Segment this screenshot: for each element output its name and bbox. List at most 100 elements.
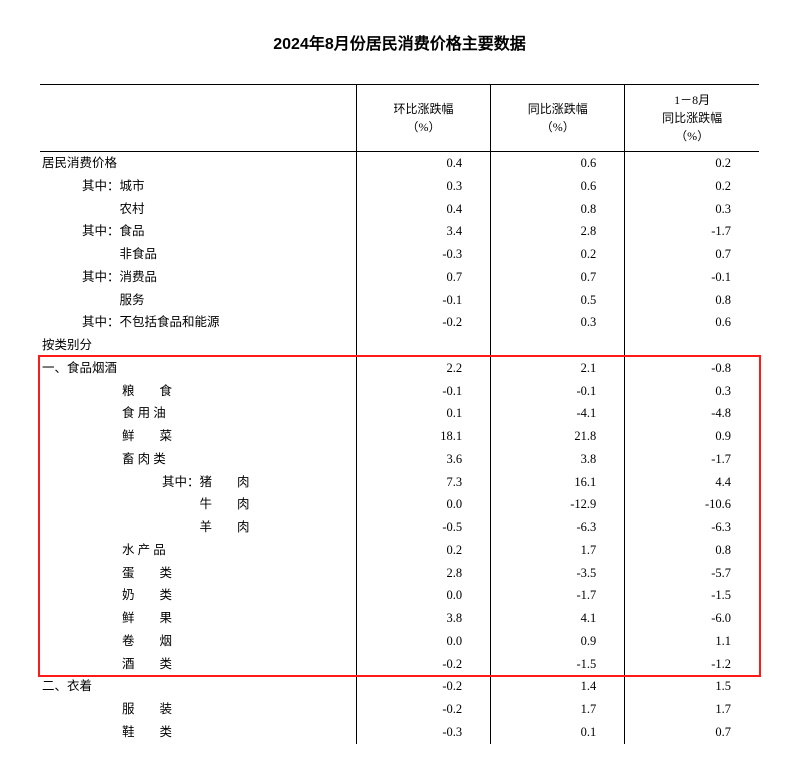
cell: 0.5	[491, 289, 625, 312]
cell: 0.2	[625, 175, 759, 198]
cell: -10.6	[625, 493, 759, 516]
table-row: 卷 烟0.00.91.1	[40, 630, 759, 653]
row-label: 粮 食	[40, 380, 356, 403]
row-label: 服 装	[40, 698, 356, 721]
table-row: 鲜 菜18.121.80.9	[40, 425, 759, 448]
cell: 2.2	[356, 357, 490, 380]
cell: 0.6	[625, 311, 759, 334]
cell: 1.5	[625, 675, 759, 698]
row-label: 服务	[40, 289, 356, 312]
table-row: 其中：不包括食品和能源-0.20.30.6	[40, 311, 759, 334]
row-label: 牛 肉	[40, 493, 356, 516]
cell: -1.5	[491, 653, 625, 676]
table-row: 农村0.40.80.3	[40, 198, 759, 221]
cell: 0.4	[356, 152, 490, 175]
table-row: 服 装-0.21.71.7	[40, 698, 759, 721]
cell: 0.0	[356, 493, 490, 516]
cell: 21.8	[491, 425, 625, 448]
table-row: 畜 肉 类3.63.8-1.7	[40, 448, 759, 471]
row-label: 食 用 油	[40, 402, 356, 425]
cell: 1.7	[491, 698, 625, 721]
cell: -0.5	[356, 516, 490, 539]
cell: -0.3	[356, 721, 490, 744]
table-row: 奶 类0.0-1.7-1.5	[40, 584, 759, 607]
header-col-1: 环比涨跌幅（%）	[356, 85, 490, 152]
cell: 0.0	[356, 584, 490, 607]
table-row: 其中：猪 肉7.316.14.4	[40, 471, 759, 494]
cell: 16.1	[491, 471, 625, 494]
table-row: 鲜 果3.84.1-6.0	[40, 607, 759, 630]
table-row: 非食品-0.30.20.7	[40, 243, 759, 266]
cell: -1.7	[625, 448, 759, 471]
cell: -0.1	[491, 380, 625, 403]
row-label: 羊 肉	[40, 516, 356, 539]
cell: -12.9	[491, 493, 625, 516]
row-label: 其中：消费品	[40, 266, 356, 289]
row-label: 水 产 品	[40, 539, 356, 562]
row-label: 酒 类	[40, 653, 356, 676]
cell: 1.4	[491, 675, 625, 698]
cell: 0.7	[625, 243, 759, 266]
cell: -0.2	[356, 311, 490, 334]
row-label: 一、食品烟酒	[40, 357, 356, 380]
page-title: 2024年8月份居民消费价格主要数据	[40, 30, 759, 54]
cell: -0.2	[356, 675, 490, 698]
cell: 0.7	[625, 721, 759, 744]
cell: 0.4	[356, 198, 490, 221]
cell: 0.3	[356, 175, 490, 198]
header-row: 环比涨跌幅（%） 同比涨跌幅（%） 1－8月同比涨跌幅（%）	[40, 85, 759, 152]
table-row: 二、衣着-0.21.41.5	[40, 675, 759, 698]
cell: 7.3	[356, 471, 490, 494]
cell: -6.3	[625, 516, 759, 539]
cell: 3.8	[356, 607, 490, 630]
cell: -0.2	[356, 698, 490, 721]
row-label: 其中：食品	[40, 220, 356, 243]
table-wrap: 环比涨跌幅（%） 同比涨跌幅（%） 1－8月同比涨跌幅（%） 居民消费价格0.4…	[40, 84, 759, 744]
cell: -1.7	[491, 584, 625, 607]
cell: -0.3	[356, 243, 490, 266]
cell: 1.1	[625, 630, 759, 653]
cell: 3.6	[356, 448, 490, 471]
cell: 0.2	[491, 243, 625, 266]
cell: 0.0	[356, 630, 490, 653]
cell: -0.8	[625, 357, 759, 380]
table-row: 其中：食品3.42.8-1.7	[40, 220, 759, 243]
row-label: 按类别分	[40, 334, 356, 357]
cell: 0.1	[356, 402, 490, 425]
cell: 1.7	[625, 698, 759, 721]
row-label: 居民消费价格	[40, 152, 356, 175]
table-row: 食 用 油0.1-4.1-4.8	[40, 402, 759, 425]
table-row: 鞋 类-0.30.10.7	[40, 721, 759, 744]
cell: 0.9	[625, 425, 759, 448]
table-row: 蛋 类2.8-3.5-5.7	[40, 562, 759, 585]
table-row: 其中：城市0.30.60.2	[40, 175, 759, 198]
cell: 18.1	[356, 425, 490, 448]
cell: 2.1	[491, 357, 625, 380]
cell: 0.7	[491, 266, 625, 289]
cell: -1.7	[625, 220, 759, 243]
cell: -4.1	[491, 402, 625, 425]
cell: 0.3	[491, 311, 625, 334]
cell: 0.3	[625, 380, 759, 403]
cell: -0.2	[356, 653, 490, 676]
row-label: 蛋 类	[40, 562, 356, 585]
row-label: 其中：猪 肉	[40, 471, 356, 494]
table-row: 酒 类-0.2-1.5-1.2	[40, 653, 759, 676]
cell: 0.6	[491, 175, 625, 198]
row-label: 二、衣着	[40, 675, 356, 698]
cell: -6.3	[491, 516, 625, 539]
cell: 1.7	[491, 539, 625, 562]
cell: -1.5	[625, 584, 759, 607]
table-row: 粮 食-0.1-0.10.3	[40, 380, 759, 403]
cell: 0.1	[491, 721, 625, 744]
row-label: 奶 类	[40, 584, 356, 607]
cell: -6.0	[625, 607, 759, 630]
row-label: 鲜 果	[40, 607, 356, 630]
cell: 4.1	[491, 607, 625, 630]
cell: -0.1	[625, 266, 759, 289]
cell: 2.8	[491, 220, 625, 243]
cell: 0.2	[625, 152, 759, 175]
header-blank	[40, 85, 356, 152]
cell: 3.8	[491, 448, 625, 471]
row-label: 其中：不包括食品和能源	[40, 311, 356, 334]
